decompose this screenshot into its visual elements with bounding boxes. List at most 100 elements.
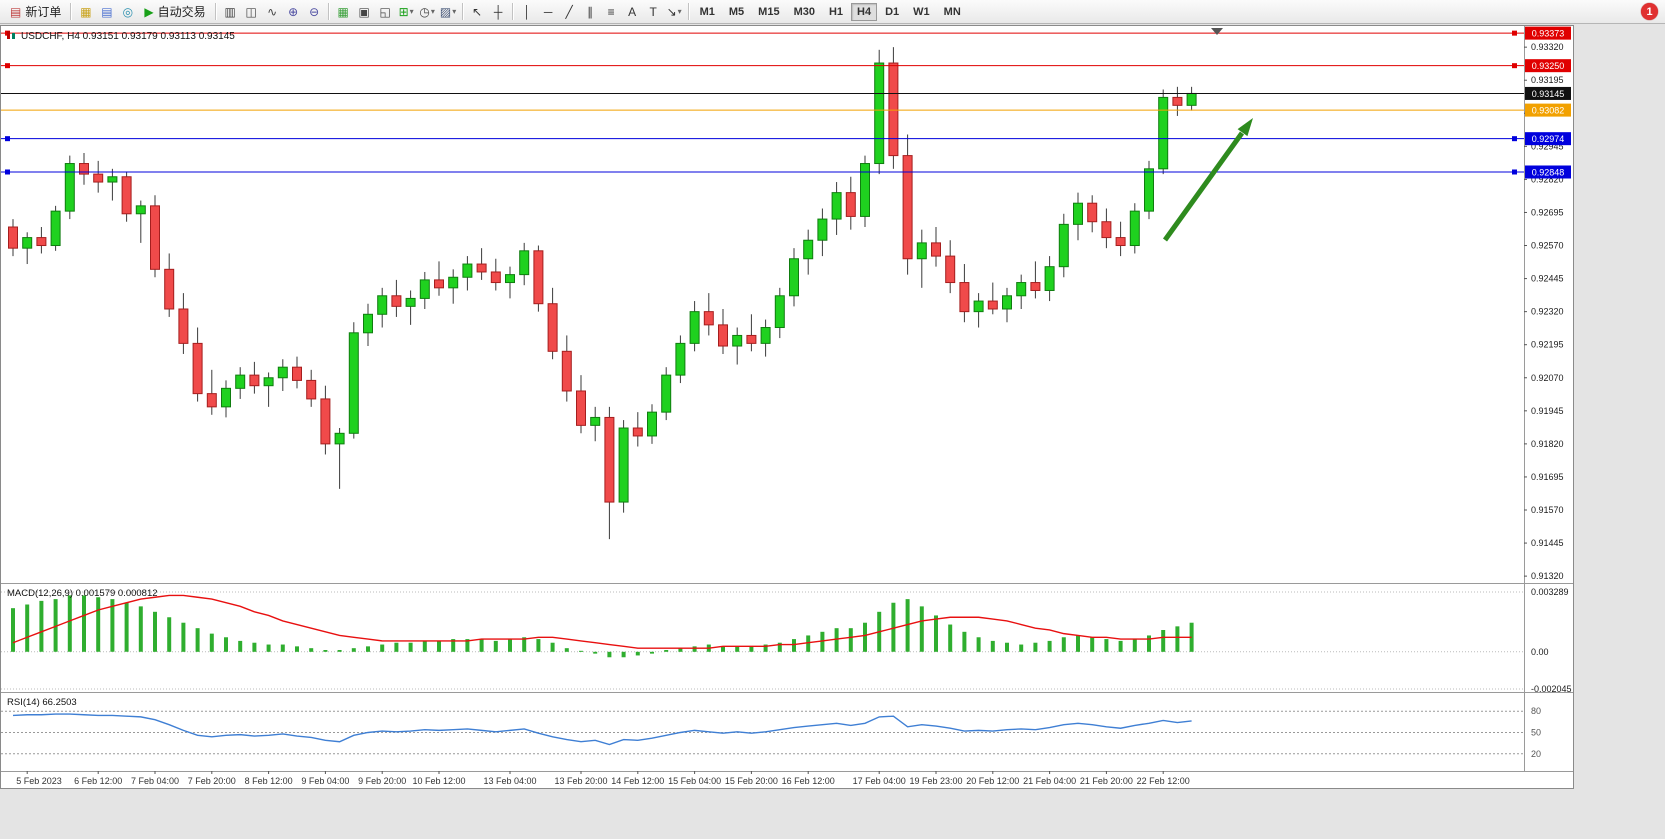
svg-text:-0.002045: -0.002045 (1531, 684, 1572, 694)
line-chart-icon[interactable]: ∿ (262, 2, 283, 22)
hline-0.93373[interactable]: 0.93373 (1, 26, 1571, 40)
chevron-down-icon: ▾ (409, 7, 414, 16)
macd-pane: 0.003289 0.00 -0.002045 MACD(12,26,9) 0.001… (1, 587, 1572, 694)
trendline-icon[interactable]: ╱ (559, 2, 580, 22)
svg-text:50: 50 (1531, 728, 1541, 738)
timeframe-m5[interactable]: M5 (728, 5, 745, 18)
toolbar-separator (461, 3, 464, 20)
zoom-in-icon: ⊕ (288, 4, 299, 19)
hline-0.92848[interactable]: 0.92848 (1, 165, 1571, 179)
hline-0.93145[interactable]: 0.93145 (1, 86, 1571, 100)
crosshair-icon[interactable]: ┼ (488, 2, 509, 22)
svg-text:7 Feb 20:00: 7 Feb 20:00 (188, 776, 236, 786)
market-watch-icon: ▦ (80, 4, 92, 19)
svg-text:0.92070: 0.92070 (1531, 373, 1564, 383)
new-order-button[interactable]: ▤ 新订单 (4, 2, 67, 22)
timeframe-m1[interactable]: M1 (699, 5, 715, 18)
price-chart[interactable]: 0.933200.931950.930700.929450.928200.926… (1, 26, 1573, 788)
notification-badge[interactable]: 1 (1641, 3, 1658, 20)
text-icon: A (628, 4, 637, 19)
timeframe-w1[interactable]: W1 (913, 5, 930, 18)
svg-text:0.91320: 0.91320 (1531, 571, 1564, 581)
svg-text:22 Feb 12:00: 22 Feb 12:00 (1137, 776, 1190, 786)
arrange-windows-icon[interactable]: ▣ (354, 2, 375, 22)
zoom-out-icon: ⊖ (309, 4, 320, 19)
toolbar-separator (327, 3, 330, 20)
cascade-windows-icon[interactable]: ◱ (375, 2, 396, 22)
indicators-button[interactable]: ⊞ ▾ (396, 2, 417, 22)
svg-text:0.92945: 0.92945 (1531, 141, 1564, 151)
candle-chart-icon[interactable]: ◫ (241, 2, 262, 22)
timeframe-mn[interactable]: MN (943, 5, 961, 18)
price-badge (1525, 165, 1571, 179)
market-watch-icon[interactable]: ▦ (75, 2, 96, 22)
tile-windows-icon[interactable]: ▦ (333, 2, 354, 22)
candle-chart-icon: ◫ (245, 4, 257, 19)
line-chart-icon: ∿ (267, 4, 278, 19)
svg-text:6 Feb 12:00: 6 Feb 12:00 (74, 776, 122, 786)
main-toolbar: ▤ 新订单 ▦ ▤ ◎ ▶ 自动交易 ▥ ◫ ∿ ⊕ ⊖ ▦ ▣ ◱ ⊞ ▾ ◷ ▾ ▨ ▾ ↖ ┼ │ ─ ╱ ∥ ≡ A T ↘ ▾ M1 M… (0, 0, 1665, 24)
svg-text:0.003289: 0.003289 (1531, 587, 1569, 597)
hline-0.92974[interactable]: 0.92974 (1, 132, 1571, 146)
svg-text:15 Feb 20:00: 15 Feb 20:00 (725, 776, 778, 786)
toolbar-separator (70, 3, 73, 20)
timeframe-h4[interactable]: H4 (851, 2, 878, 21)
chevron-down-icon: ▾ (677, 7, 682, 16)
shapes-button[interactable]: ↘ ▾ (664, 2, 685, 22)
autotrade-button: ▶ (144, 4, 154, 19)
svg-text:20: 20 (1531, 749, 1541, 759)
templates-button: ▨ (439, 4, 452, 19)
chart-window[interactable]: 0.933200.931950.930700.929450.928200.926… (0, 25, 1574, 789)
timeframe-h1[interactable]: H1 (828, 5, 844, 18)
svg-text:7 Feb 04:00: 7 Feb 04:00 (131, 776, 179, 786)
periods-button[interactable]: ◷ ▾ (417, 2, 438, 22)
toolbar-separator (687, 3, 690, 20)
fibonacci-icon[interactable]: ≡ (601, 2, 622, 22)
price-badge (1525, 26, 1571, 40)
templates-button[interactable]: ▨ ▾ (438, 2, 459, 22)
svg-text:0.91945: 0.91945 (1531, 406, 1564, 416)
horizontal-line-icon[interactable]: ─ (538, 2, 559, 22)
timeframe-d1[interactable]: D1 (885, 5, 900, 18)
svg-text:13 Feb 04:00: 13 Feb 04:00 (483, 776, 536, 786)
chart-icon (12, 33, 15, 39)
cascade-windows-icon: ◱ (379, 4, 391, 19)
svg-text:0.93373: 0.93373 (1532, 29, 1565, 39)
svg-text:0.92820: 0.92820 (1531, 174, 1564, 184)
svg-text:20 Feb 12:00: 20 Feb 12:00 (966, 776, 1019, 786)
zoom-in-icon[interactable]: ⊕ (283, 2, 304, 22)
svg-text:14 Feb 12:00: 14 Feb 12:00 (611, 776, 664, 786)
label-icon[interactable]: T (643, 2, 664, 22)
navigator-icon[interactable]: ◎ (117, 2, 138, 22)
bar-chart-icon[interactable]: ▥ (220, 2, 241, 22)
svg-text:0.92570: 0.92570 (1531, 241, 1564, 251)
svg-text:19 Feb 23:00: 19 Feb 23:00 (909, 776, 962, 786)
price-badge (1525, 59, 1571, 73)
svg-text:0.92848: 0.92848 (1532, 167, 1565, 177)
svg-text:8 Feb 12:00: 8 Feb 12:00 (245, 776, 293, 786)
toolbar-separator (511, 3, 514, 20)
channel-icon[interactable]: ∥ (580, 2, 601, 22)
chart-icon (7, 31, 10, 39)
svg-text:0.93320: 0.93320 (1531, 42, 1564, 52)
svg-text:80: 80 (1531, 706, 1541, 716)
svg-text:0.93145: 0.93145 (1532, 89, 1565, 99)
svg-text:0.00: 0.00 (1531, 647, 1549, 657)
hline-0.93250[interactable]: 0.93250 (1, 59, 1571, 73)
cursor-icon[interactable]: ↖ (467, 2, 488, 22)
bar-chart-icon: ▥ (224, 4, 236, 19)
date-axis[interactable]: 5 Feb 2023 6 Feb 12:00 7 Feb 04:00 7 Feb 20… (16, 771, 1190, 786)
zoom-out-icon[interactable]: ⊖ (304, 2, 325, 22)
timeframe-m30[interactable]: M30 (793, 5, 815, 18)
autotrade-button[interactable]: ▶ 自动交易 (138, 2, 211, 22)
data-window-icon[interactable]: ▤ (96, 2, 117, 22)
hline-0.93082[interactable]: 0.93082 (1, 103, 1571, 117)
svg-text:0.91695: 0.91695 (1531, 472, 1564, 482)
timeframe-m15[interactable]: M15 (758, 5, 780, 18)
periods-button: ◷ (419, 4, 430, 19)
text-icon[interactable]: A (622, 2, 643, 22)
vertical-line-icon[interactable]: │ (517, 2, 538, 22)
ohlc-readout: USDCHF, H4 0.93151 0.93179 0.93113 0.931… (21, 31, 235, 42)
trend-arrow[interactable] (1162, 118, 1253, 242)
toolbar-separator (214, 3, 217, 20)
